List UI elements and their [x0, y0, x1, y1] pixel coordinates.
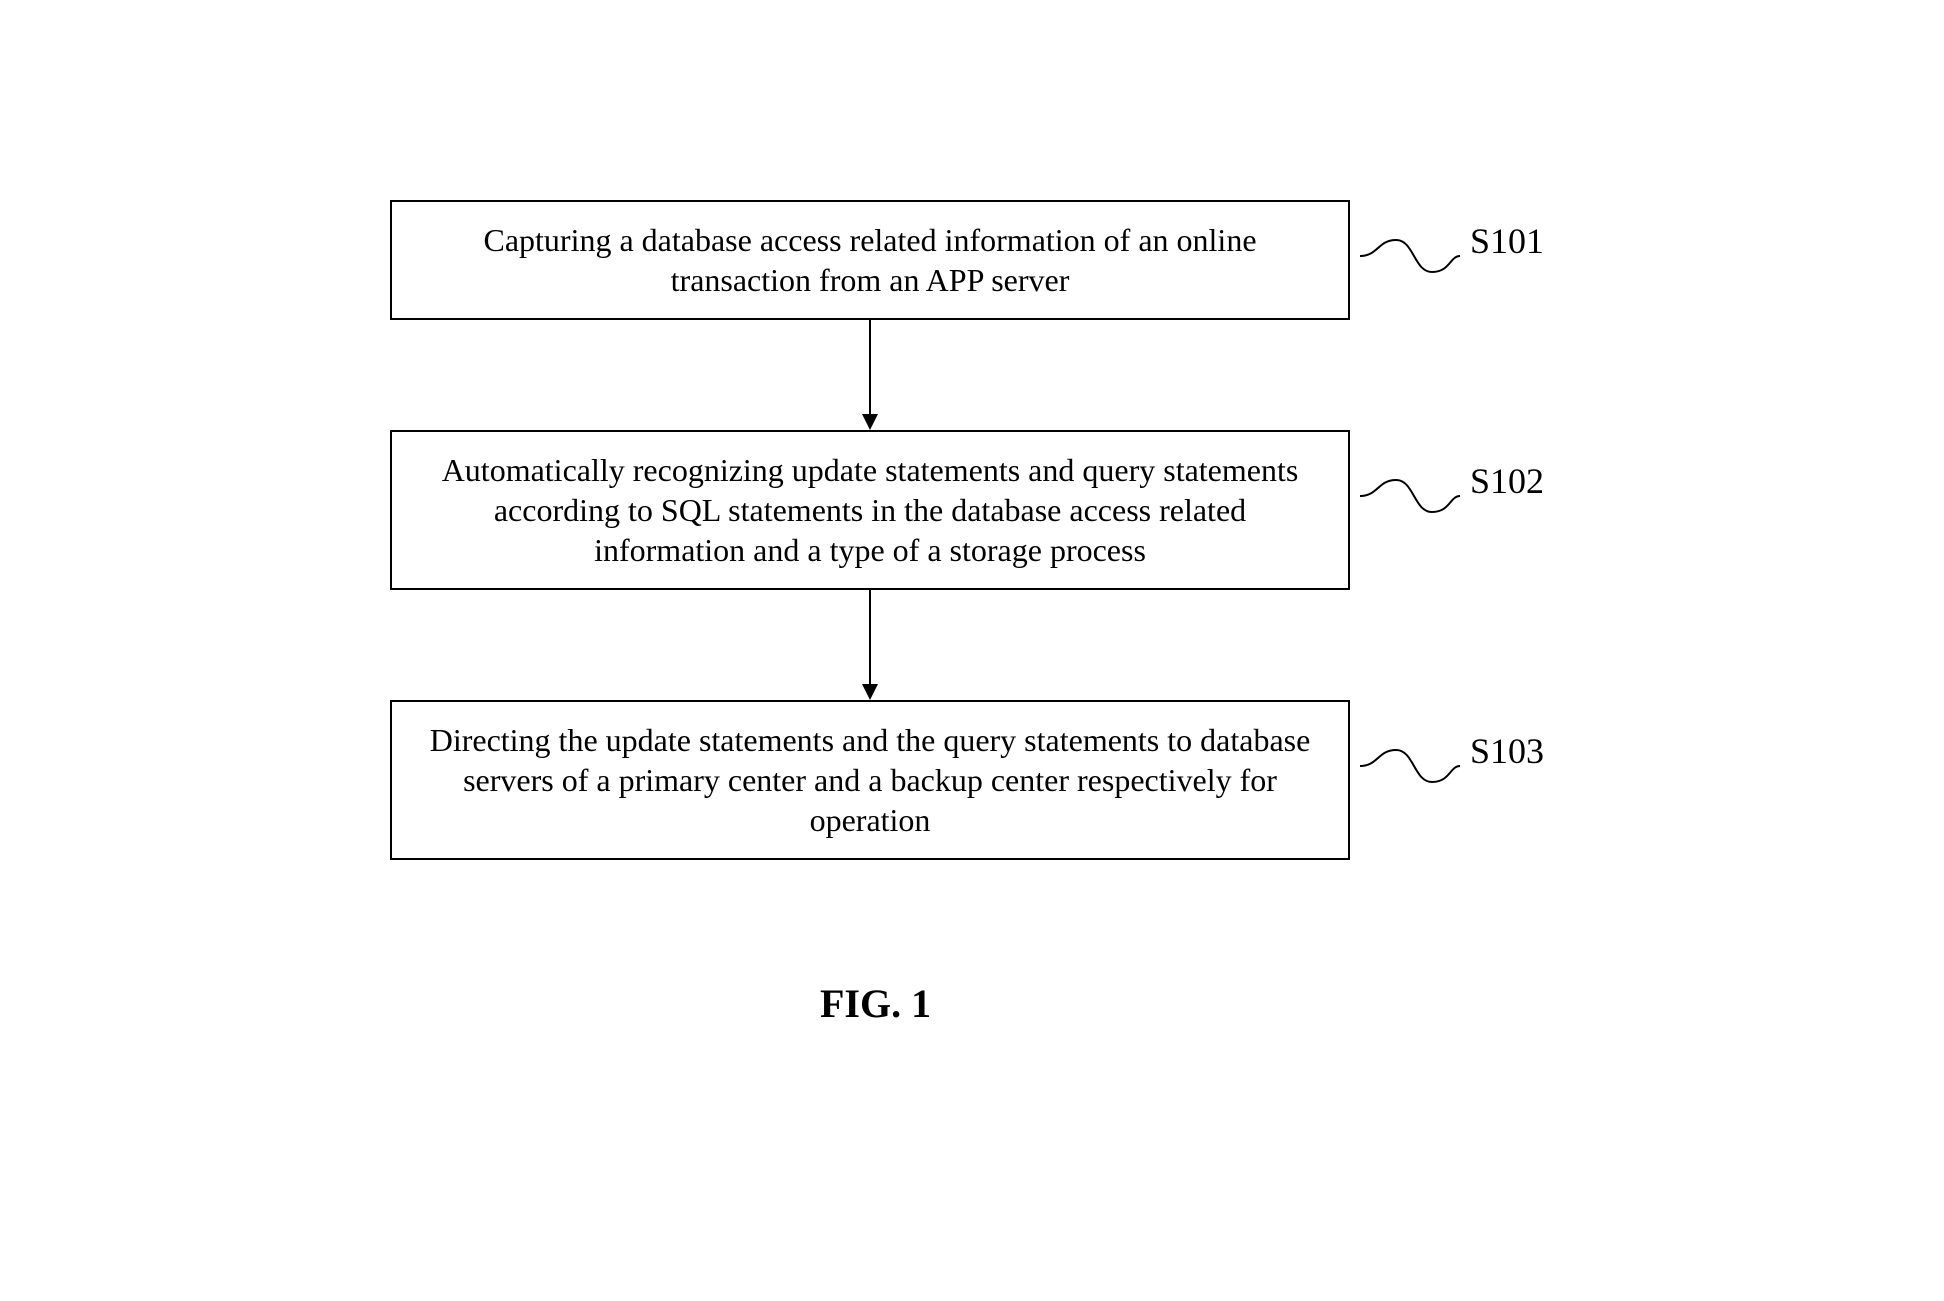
arrow-s102-s103: [860, 590, 880, 702]
figure-label: FIG. 1: [820, 980, 931, 1027]
squiggle-connector-s102: [1360, 476, 1460, 516]
step-label-s101: S101: [1470, 220, 1544, 262]
step-label-s103: S103: [1470, 730, 1544, 772]
flowchart-canvas: Capturing a database access related info…: [0, 0, 1944, 1301]
squiggle-connector-s101: [1360, 236, 1460, 276]
arrow-s101-s102: [860, 320, 880, 432]
squiggle-connector-s103: [1360, 746, 1460, 786]
flow-step-s101-text: Capturing a database access related info…: [422, 220, 1318, 300]
flow-step-s102: Automatically recognizing update stateme…: [390, 430, 1350, 590]
flow-step-s102-text: Automatically recognizing update stateme…: [416, 450, 1324, 570]
step-label-s102: S102: [1470, 460, 1544, 502]
flow-step-s103: Directing the update statements and the …: [390, 700, 1350, 860]
flow-step-s101: Capturing a database access related info…: [390, 200, 1350, 320]
flow-step-s103-text: Directing the update statements and the …: [422, 720, 1318, 840]
